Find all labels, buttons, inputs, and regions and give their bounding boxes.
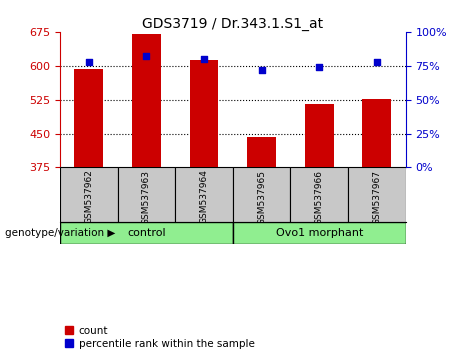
FancyBboxPatch shape (233, 167, 290, 222)
Point (200, 56, 207, 62)
Bar (305, 104, 334, 167)
Bar (189, 60, 219, 167)
Text: GSM537963: GSM537963 (142, 170, 151, 224)
Point (315, 64, 323, 70)
Text: GSM537966: GSM537966 (315, 170, 324, 224)
FancyBboxPatch shape (233, 222, 406, 244)
FancyBboxPatch shape (348, 167, 406, 222)
Legend: count, percentile rank within the sample: count, percentile rank within the sample (65, 326, 254, 349)
FancyBboxPatch shape (60, 222, 233, 244)
Text: GSM537964: GSM537964 (200, 170, 208, 224)
Text: GSM537962: GSM537962 (84, 170, 93, 224)
Title: GDS3719 / Dr.343.1.S1_at: GDS3719 / Dr.343.1.S1_at (142, 17, 323, 31)
Bar (74, 69, 103, 167)
Point (142, 53, 150, 59)
FancyBboxPatch shape (118, 167, 175, 222)
Text: control: control (127, 228, 165, 238)
FancyBboxPatch shape (60, 167, 118, 222)
Point (258, 67, 266, 73)
Bar (362, 99, 391, 167)
Bar (247, 137, 276, 167)
Text: genotype/variation ▶: genotype/variation ▶ (5, 228, 115, 238)
FancyBboxPatch shape (290, 167, 348, 222)
Text: Ovo1 morphant: Ovo1 morphant (276, 228, 363, 238)
Point (373, 59, 381, 64)
Point (85, 59, 92, 64)
Text: GSM537967: GSM537967 (372, 170, 381, 224)
FancyBboxPatch shape (175, 167, 233, 222)
Bar (132, 34, 161, 167)
Text: GSM537965: GSM537965 (257, 170, 266, 224)
